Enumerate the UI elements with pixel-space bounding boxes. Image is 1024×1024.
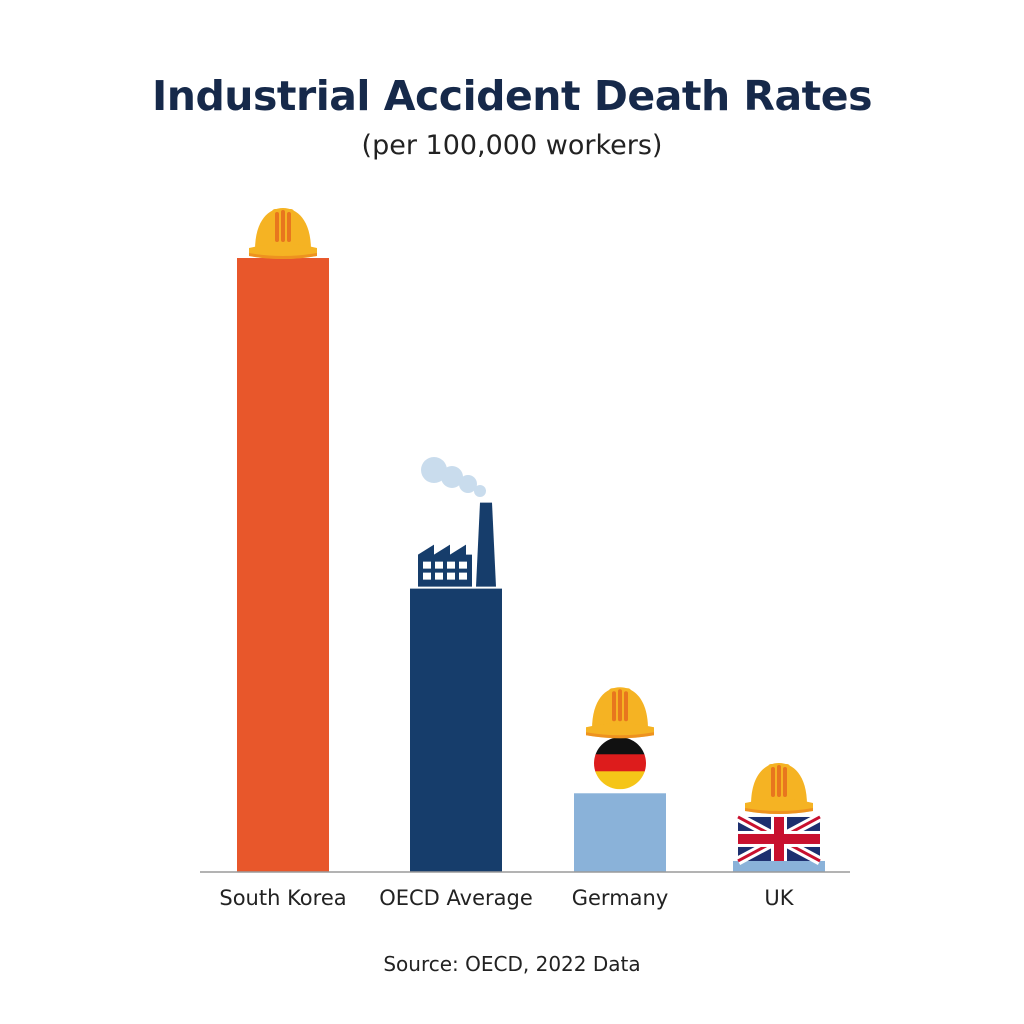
hardhat-icon-germany [586, 687, 654, 739]
bar-oecd-average [410, 588, 502, 872]
x-tick-label-south-korea: South Korea [219, 886, 346, 910]
bar-germany [574, 793, 666, 872]
germany-flag-icon [594, 737, 646, 790]
bar-south-korea [237, 258, 329, 872]
x-tick-label-oecd-average: OECD Average [379, 886, 533, 910]
hardhat-icon-south-korea [249, 208, 317, 260]
chart-title: Industrial Accident Death Rates [152, 72, 872, 120]
hardhat-icon-uk [745, 762, 813, 814]
x-tick-label-germany: Germany [572, 886, 669, 910]
bar-uk [733, 860, 825, 872]
chart-subtitle: (per 100,000 workers) [361, 130, 663, 161]
factory-icon [418, 457, 496, 587]
source-note: Source: OECD, 2022 Data [383, 952, 641, 976]
x-tick-label-uk: UK [764, 886, 794, 910]
uk-flag-icon [735, 813, 823, 865]
